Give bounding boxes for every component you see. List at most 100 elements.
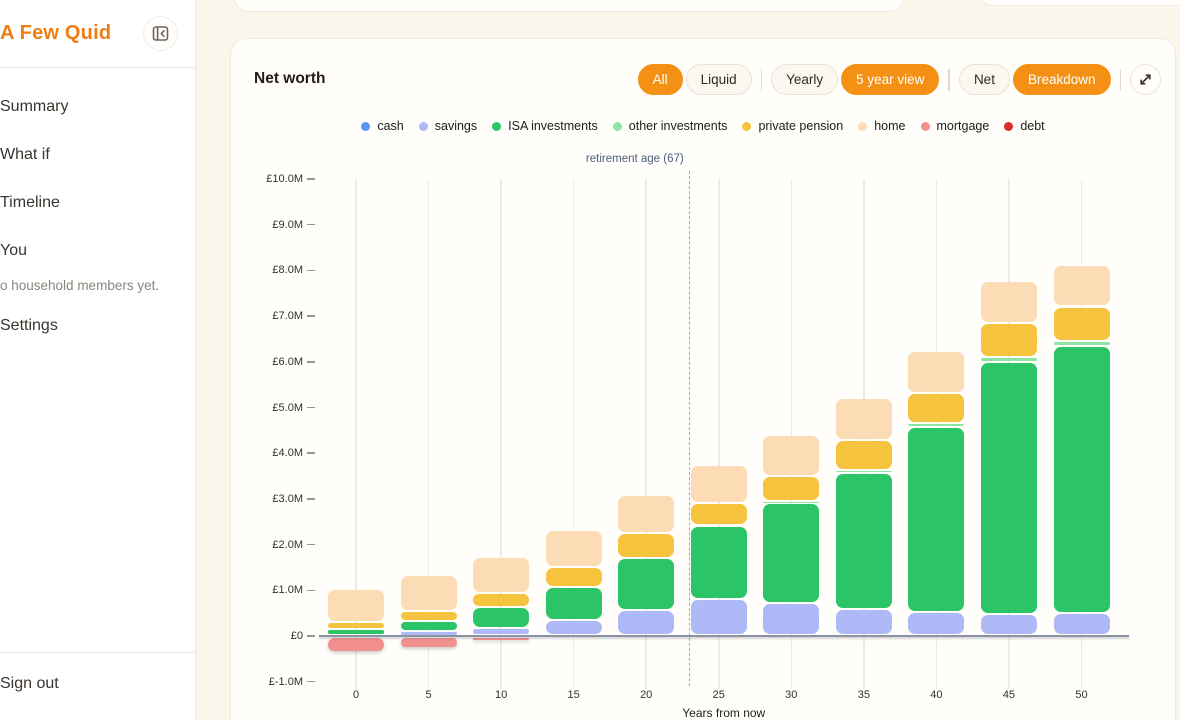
toggle-all[interactable]: All	[637, 64, 683, 95]
bar-segment-savings[interactable]	[1053, 614, 1110, 635]
toggle-5-year-view[interactable]: 5 year view	[841, 64, 940, 95]
bar-segment-private-pension[interactable]	[690, 503, 747, 525]
bar-segment-private-pension[interactable]	[400, 611, 457, 620]
sidebar-item-what-if[interactable]: What if	[0, 146, 50, 163]
legend-item[interactable]: cash	[361, 119, 404, 133]
legend-label: debt	[1020, 119, 1045, 133]
bar-segment-savings[interactable]	[473, 629, 530, 635]
bar-segment-private-pension[interactable]	[835, 441, 892, 470]
zero-axis-line	[319, 634, 1129, 638]
bar-segment-home[interactable]	[400, 576, 457, 610]
partial-card-top-right	[977, 0, 1180, 6]
bar-segment-other-investments[interactable]	[980, 358, 1037, 361]
bar-segment-savings[interactable]	[618, 611, 675, 635]
main-content: Net worth All Liquid Yearly 5 year view …	[197, 0, 1180, 720]
legend-label: other investments	[628, 119, 728, 133]
legend-item[interactable]: private pension	[742, 119, 843, 133]
bar-segment-savings[interactable]	[835, 610, 892, 635]
partial-card-top-left	[233, 0, 905, 12]
bar-segment-private-pension[interactable]	[545, 567, 602, 586]
sidebar-item-timeline[interactable]: Timeline	[0, 194, 60, 211]
bar-segment-other-investments[interactable]	[763, 501, 820, 503]
toolbar-divider	[948, 68, 950, 91]
bar-segment-savings[interactable]	[400, 631, 457, 635]
legend-dot	[742, 121, 752, 131]
interval-toggle-group: Yearly 5 year view	[771, 64, 940, 95]
bar-segment-private-pension[interactable]	[908, 393, 965, 422]
sidebar-item-summary[interactable]: Summary	[0, 98, 69, 115]
bar-segment-home[interactable]	[763, 435, 820, 475]
bar-segment-savings[interactable]	[980, 615, 1037, 635]
bar-segment-ISA-investments[interactable]	[835, 473, 892, 609]
bar-segment-other-investments[interactable]	[835, 471, 892, 473]
bar-segment-home[interactable]	[618, 495, 675, 532]
bar-segment-ISA-investments[interactable]	[618, 559, 675, 610]
bar-segment-home[interactable]	[1053, 266, 1110, 306]
bar-segment-home[interactable]	[835, 399, 892, 440]
x-axis-tick-label: 35	[857, 689, 870, 701]
chart-gridline	[572, 179, 575, 689]
bar-segment-private-pension[interactable]	[328, 623, 384, 629]
y-axis-tick-mark	[307, 498, 315, 500]
legend-item[interactable]: other investments	[612, 119, 728, 133]
legend-dot	[612, 121, 622, 131]
expand-chart-button[interactable]	[1130, 64, 1161, 95]
legend-item[interactable]: mortgage	[920, 119, 989, 133]
toggle-breakdown[interactable]: Breakdown	[1012, 64, 1111, 95]
bar-segment-mortgage[interactable]	[473, 638, 530, 640]
legend-item[interactable]: debt	[1004, 119, 1045, 133]
y-axis-tick-mark	[307, 589, 315, 592]
toggle-yearly[interactable]: Yearly	[771, 64, 839, 95]
bar-segment-home[interactable]	[980, 282, 1037, 323]
bar-segment-private-pension[interactable]	[763, 476, 820, 500]
bar-segment-mortgage[interactable]	[328, 638, 384, 652]
bar-segment-ISA-investments[interactable]	[400, 621, 457, 630]
sign-out-button[interactable]: Sign out	[0, 675, 59, 692]
toggle-net[interactable]: Net	[958, 64, 1010, 95]
bar-segment-other-investments[interactable]	[1053, 341, 1110, 345]
y-axis-tick-label: £8.0M	[272, 264, 303, 277]
legend-item[interactable]: ISA investments	[492, 119, 598, 133]
bar-segment-private-pension[interactable]	[1053, 307, 1110, 340]
toggle-liquid[interactable]: Liquid	[685, 64, 752, 95]
bar-segment-home[interactable]	[473, 558, 530, 593]
sidebar-item-settings[interactable]: Settings	[0, 317, 58, 334]
legend-item[interactable]: home	[858, 119, 906, 133]
chart-legend: cash savings ISA investments other investme…	[231, 118, 1175, 134]
bar-segment-ISA-investments[interactable]	[690, 527, 747, 598]
legend-item[interactable]: savings	[418, 119, 477, 133]
bar-segment-private-pension[interactable]	[473, 594, 530, 606]
bar-segment-mortgage[interactable]	[400, 638, 457, 647]
chart-gridline	[427, 179, 430, 689]
net-worth-card-header: Net worth All Liquid Yearly 5 year view …	[231, 39, 1175, 99]
bar-segment-ISA-investments[interactable]	[763, 504, 820, 602]
legend-label: cash	[377, 119, 404, 133]
bar-segment-home[interactable]	[545, 530, 602, 566]
bar-segment-savings[interactable]	[763, 603, 820, 635]
x-axis-tick-label: 15	[567, 689, 580, 701]
scope-toggle-group: All Liquid	[637, 64, 752, 95]
y-axis-tick-label: £1.0M	[272, 584, 303, 597]
bar-segment-private-pension[interactable]	[618, 533, 675, 557]
sidebar-collapse-button[interactable]	[143, 16, 178, 51]
net-worth-card: Net worth All Liquid Yearly 5 year view …	[230, 38, 1176, 720]
bar-segment-ISA-investments[interactable]	[980, 362, 1037, 614]
bar-segment-ISA-investments[interactable]	[328, 630, 384, 634]
chart-controls: All Liquid Yearly 5 year view Net Breakd…	[637, 64, 1161, 95]
y-axis-tick-mark	[307, 269, 315, 272]
bar-segment-home[interactable]	[690, 466, 747, 502]
bar-segment-savings[interactable]	[690, 599, 747, 634]
bar-segment-savings[interactable]	[908, 612, 965, 635]
bar-segment-ISA-investments[interactable]	[1053, 346, 1110, 613]
bar-segment-ISA-investments[interactable]	[908, 427, 965, 611]
bar-segment-private-pension[interactable]	[980, 324, 1037, 357]
sidebar-item-you[interactable]: You	[0, 242, 27, 259]
bar-segment-savings[interactable]	[545, 621, 602, 635]
bar-segment-ISA-investments[interactable]	[545, 588, 602, 619]
bar-segment-ISA-investments[interactable]	[473, 607, 530, 628]
y-axis-tick-label: £-1.0M	[268, 675, 303, 688]
bar-segment-home[interactable]	[908, 351, 965, 392]
bar-segment-other-investments[interactable]	[908, 423, 965, 426]
bar-segment-home[interactable]	[328, 590, 384, 622]
app-logo: A Few Quid	[0, 22, 112, 44]
